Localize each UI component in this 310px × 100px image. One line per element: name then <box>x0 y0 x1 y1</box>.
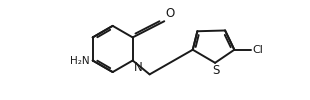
Text: S: S <box>212 64 219 77</box>
Text: O: O <box>165 8 174 20</box>
Text: Cl: Cl <box>252 45 263 55</box>
Text: H₂N: H₂N <box>70 56 90 66</box>
Text: N: N <box>133 61 142 74</box>
